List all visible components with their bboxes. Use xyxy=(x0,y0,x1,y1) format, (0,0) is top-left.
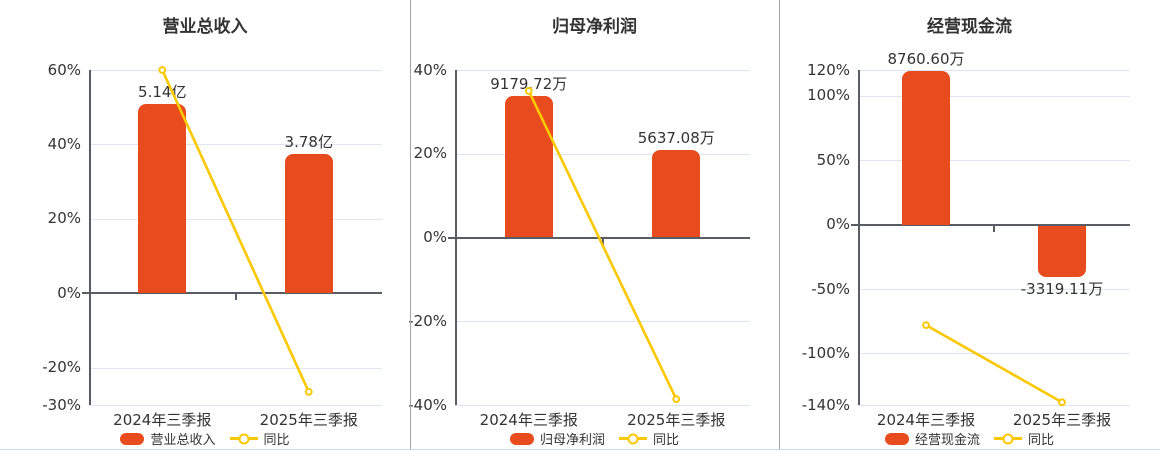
legend-bar-label: 经营现金流 xyxy=(914,433,980,448)
yoy-marker-2[interactable] xyxy=(672,395,681,403)
x-category-label: 2024年三季报 xyxy=(876,411,976,429)
grid-line xyxy=(455,153,750,155)
x-category-label: 2024年三季报 xyxy=(113,411,212,429)
y-axis-tick-label: -50% xyxy=(811,279,850,298)
chart-title: 经营现金流 xyxy=(927,17,1012,37)
yoy-marker-1[interactable] xyxy=(922,321,930,330)
grid-line xyxy=(455,70,750,71)
y-axis-tick-label: -20% xyxy=(42,358,81,377)
grid-line xyxy=(89,70,382,71)
bar-value-label: 5.14亿 xyxy=(138,82,187,101)
grid-line xyxy=(858,70,1130,71)
yoy-line xyxy=(925,323,1063,404)
bar-period-1[interactable] xyxy=(138,103,187,294)
legend-bar-swatch-icon xyxy=(509,432,534,445)
y-axis-tick-label: 100% xyxy=(807,86,850,105)
chart-legend: 归母净利润 同比 xyxy=(410,429,779,448)
y-axis-tick-label: 40% xyxy=(47,134,81,153)
bar-period-2[interactable] xyxy=(1038,225,1086,278)
legend-bar-swatch-icon xyxy=(120,432,145,445)
legend-item-yoy-line[interactable]: 同比 xyxy=(229,429,290,448)
bar-period-2[interactable] xyxy=(652,150,701,238)
y-axis-line xyxy=(89,70,91,405)
bar-value-label: -3319.11万 xyxy=(1020,280,1104,299)
legend-item-bar-series[interactable]: 归母净利润 xyxy=(509,429,605,448)
y-axis-tick-label: 40% xyxy=(413,60,447,79)
legend-bar-swatch-icon xyxy=(884,432,909,445)
legend-line-icon xyxy=(229,433,258,444)
grid-line xyxy=(858,405,1130,406)
grid-line xyxy=(455,405,750,406)
x-category-label: 2025年三季报 xyxy=(1012,411,1112,429)
zero-line xyxy=(448,236,750,239)
grid-line xyxy=(858,160,1130,162)
bar-value-label: 9179.72万 xyxy=(490,74,568,93)
zero-line xyxy=(851,223,1130,226)
x-axis-tick xyxy=(601,238,604,245)
x-axis-tick xyxy=(234,294,237,301)
y-axis-tick-label: -140% xyxy=(801,395,850,414)
y-axis-tick-label: 60% xyxy=(47,60,81,79)
zero-line xyxy=(82,292,382,295)
legend-bar-label: 归母净利润 xyxy=(539,433,605,448)
y-axis-tick-label: -40% xyxy=(408,395,447,414)
legend-item-yoy-line[interactable]: 同比 xyxy=(619,429,679,448)
grid-line xyxy=(89,405,382,406)
legend-yoy-label: 同比 xyxy=(653,433,680,448)
bar-period-1[interactable] xyxy=(504,95,553,238)
y-axis-tick-label: 0% xyxy=(57,283,81,302)
yoy-marker-1[interactable] xyxy=(524,87,533,95)
legend-line-marker-icon xyxy=(238,433,249,444)
y-axis-tick-label: 20% xyxy=(47,209,81,228)
legend-line-icon xyxy=(619,433,647,444)
bar-value-label: 5637.08万 xyxy=(637,129,715,148)
legend-bar-label: 营业总收入 xyxy=(150,433,216,448)
y-axis-tick-label: -100% xyxy=(801,343,850,362)
y-axis-tick-label: 50% xyxy=(816,150,850,169)
legend-line-marker-icon xyxy=(1002,433,1014,444)
yoy-marker-2[interactable] xyxy=(304,387,313,396)
panel-divider xyxy=(779,0,780,449)
y-axis-line xyxy=(455,70,457,405)
yoy-marker-1[interactable] xyxy=(158,66,167,74)
y-axis-tick-label: 0% xyxy=(423,228,447,246)
grid-line xyxy=(858,95,1130,97)
legend-item-bar-series[interactable]: 经营现金流 xyxy=(884,429,980,448)
x-category-label: 2025年三季报 xyxy=(259,411,358,429)
grid-line xyxy=(455,321,750,323)
bar-value-label: 8760.60万 xyxy=(887,50,965,69)
grid-line xyxy=(89,367,382,369)
grid-line xyxy=(89,218,382,220)
y-axis-tick-label: 20% xyxy=(413,144,447,163)
chart-title: 归母净利润 xyxy=(552,17,637,37)
legend-yoy-label: 同比 xyxy=(263,433,290,448)
panel-divider xyxy=(410,0,411,449)
chart-legend: 经营现金流 同比 xyxy=(779,429,1160,448)
legend-line-marker-icon xyxy=(627,433,639,444)
y-axis-tick-label: 0% xyxy=(826,215,850,234)
chart-title: 营业总收入 xyxy=(162,17,248,37)
bar-period-2[interactable] xyxy=(284,154,333,294)
yoy-marker-2[interactable] xyxy=(1058,398,1066,407)
bar-period-1[interactable] xyxy=(902,71,950,225)
x-axis-tick xyxy=(993,225,995,232)
y-axis-tick-label: 120% xyxy=(807,60,850,79)
y-axis-tick-label: -30% xyxy=(42,395,81,414)
chart-legend: 营业总收入 同比 xyxy=(0,429,410,448)
grid-line xyxy=(858,353,1130,355)
legend-item-yoy-line[interactable]: 同比 xyxy=(994,429,1054,448)
legend-line-icon xyxy=(994,433,1022,444)
y-axis-tick-label: -20% xyxy=(408,311,447,330)
legend-item-bar-series[interactable]: 营业总收入 xyxy=(120,429,216,448)
bar-value-label: 3.78亿 xyxy=(284,133,333,152)
grid-line xyxy=(858,289,1130,291)
y-axis-line xyxy=(858,70,860,405)
x-category-label: 2024年三季报 xyxy=(479,411,578,429)
legend-yoy-label: 同比 xyxy=(1028,433,1055,448)
x-category-label: 2025年三季报 xyxy=(627,411,726,429)
